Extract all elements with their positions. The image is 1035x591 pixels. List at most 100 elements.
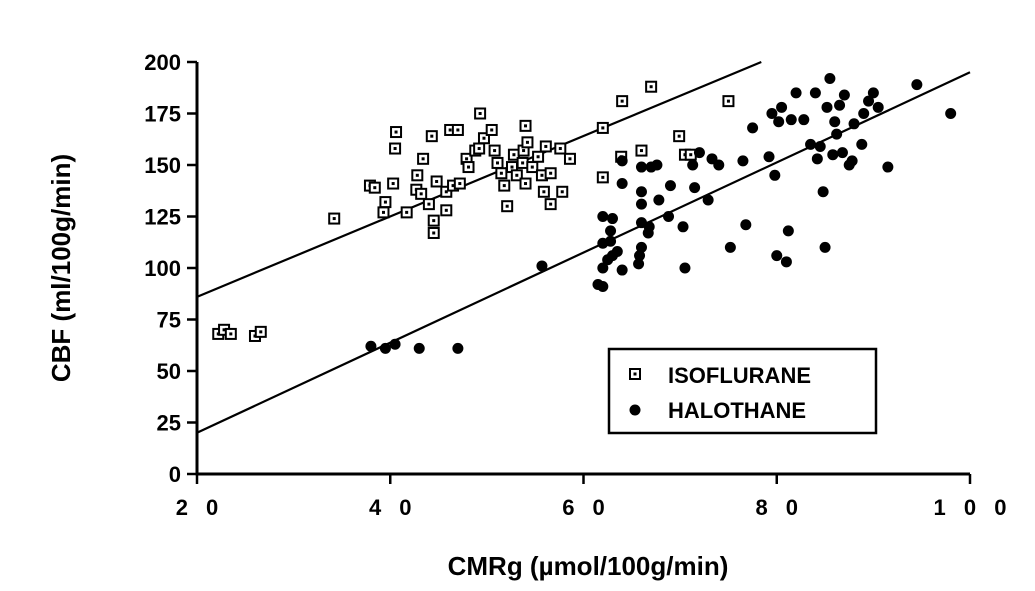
isoflurane-point-center <box>432 231 436 235</box>
y-tick-label: 25 <box>157 411 181 436</box>
x-tick-label: 4 0 <box>369 495 418 520</box>
isoflurane-point-center <box>427 202 431 206</box>
isoflurane-point-center <box>444 190 448 194</box>
y-tick-label: 200 <box>144 50 181 75</box>
isoflurane-point-center <box>536 155 540 159</box>
isoflurane-point-center <box>677 134 681 138</box>
isoflurane-point-center <box>530 165 534 169</box>
isoflurane-point-center <box>482 136 486 140</box>
halothane-point <box>536 260 548 272</box>
isoflurane-point-center <box>222 328 226 332</box>
halothane-point <box>911 79 923 91</box>
isoflurane-point-center <box>456 128 460 132</box>
halothane-point <box>616 264 628 276</box>
halothane-point <box>846 155 858 167</box>
isoflurane-point-center <box>393 147 397 151</box>
halothane-point <box>687 159 699 171</box>
halothane-point <box>689 182 701 194</box>
halothane-point <box>819 241 831 253</box>
halothane-point <box>379 342 391 354</box>
isoflurane-point-center <box>448 128 452 132</box>
halothane-point <box>605 235 617 247</box>
halothane-point <box>867 87 879 99</box>
isoflurane-point-center <box>405 210 409 214</box>
halothane-point <box>597 281 609 293</box>
isoflurane-point-center <box>639 149 643 153</box>
halothane-point <box>829 116 841 128</box>
isoflurane-point-center <box>496 161 500 165</box>
halothane-point <box>863 95 875 107</box>
y-tick-label: 100 <box>144 256 181 281</box>
data-points <box>212 72 957 354</box>
y-axis-title: CBF (ml/100g/min) <box>46 154 76 382</box>
isoflurane-point-center <box>549 171 553 175</box>
isoflurane-point-center <box>467 165 471 169</box>
isoflurane-point-center <box>419 192 423 196</box>
isoflurane-point-center <box>490 128 494 132</box>
halothane-point <box>389 338 401 350</box>
halothane-point <box>713 159 725 171</box>
halothane-point <box>651 159 663 171</box>
halothane-point <box>798 114 810 126</box>
halothane-point <box>817 186 829 198</box>
halothane-point <box>635 198 647 210</box>
halothane-point <box>882 161 894 173</box>
halothane-point <box>769 169 781 181</box>
isoflurane-point-center <box>522 149 526 153</box>
halothane-point <box>785 114 797 126</box>
halothane-point <box>616 155 628 167</box>
halothane-point <box>664 180 676 192</box>
y-tick-label: 150 <box>144 153 181 178</box>
isoflurane-point-center <box>568 157 572 161</box>
isoflurane-point-center <box>525 140 529 144</box>
isoflurane-point-center <box>465 157 469 161</box>
halothane-point <box>811 153 823 165</box>
halothane-point <box>814 140 826 152</box>
isoflurane-point-center <box>477 147 481 151</box>
halothane-point <box>737 155 749 167</box>
isoflurane-point-center <box>689 153 693 157</box>
halothane-point <box>945 108 957 119</box>
halothane-point <box>365 340 377 352</box>
isoflurane-point-center <box>515 173 519 177</box>
halothane-point <box>848 118 860 130</box>
halothane-point <box>838 89 850 101</box>
isoflurane-point-center <box>502 184 506 188</box>
halothane-point <box>653 194 665 206</box>
isoflurane-point-center <box>444 208 448 212</box>
halothane-point <box>872 101 884 113</box>
halothane-point <box>790 87 802 99</box>
x-tick-label: 8 0 <box>755 495 804 520</box>
halothane-point <box>724 241 736 253</box>
legend-open-square-marker-center <box>633 372 637 376</box>
halothane-point <box>773 116 785 128</box>
isoflurane-point-center <box>391 182 395 186</box>
halothane-point <box>679 262 691 274</box>
isoflurane-point-center <box>542 190 546 194</box>
halothane-point <box>782 225 794 237</box>
isoflurane-point-center <box>229 332 233 336</box>
halothane-point <box>663 211 675 222</box>
halothane-point <box>597 211 609 222</box>
halothane-point <box>858 108 870 119</box>
isoflurane-point-center <box>558 147 562 151</box>
halothane-point <box>693 147 705 159</box>
y-tick-label: 75 <box>157 308 181 333</box>
y-ticks: 0 25 50 75 100 125 150 175 200 <box>144 50 197 487</box>
isoflurane-point-center <box>478 112 482 115</box>
legend-label-halothane: HALOTHANE <box>668 398 806 423</box>
x-tick-label: 2 0 <box>176 495 225 520</box>
isoflurane-point-center <box>499 171 503 175</box>
isoflurane-point-center <box>435 179 439 183</box>
halothane-point <box>616 178 628 190</box>
halothane-point <box>836 147 848 159</box>
halothane-point <box>809 87 821 99</box>
isoflurane-point-center <box>512 153 516 157</box>
isoflurane-point-center <box>510 165 514 169</box>
isoflurane-point-center <box>726 99 730 103</box>
isoflurane-point-center <box>601 175 605 179</box>
halothane-point <box>611 246 623 258</box>
y-tick-label: 0 <box>169 462 181 487</box>
x-tick-label: 6 0 <box>562 495 611 520</box>
halothane-point <box>805 138 817 150</box>
